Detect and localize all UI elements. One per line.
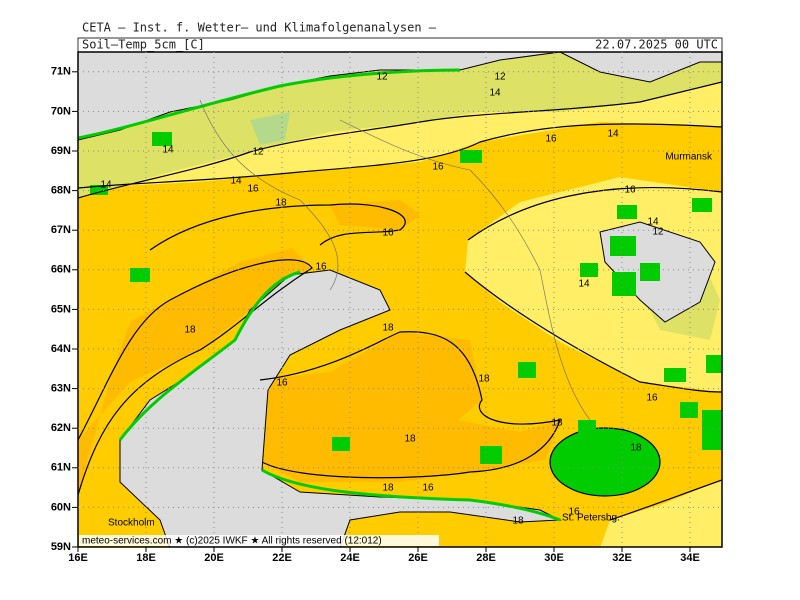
contour-label: 12 — [252, 147, 264, 158]
lon-label: 24E — [340, 552, 360, 564]
contour-label: 14 — [230, 176, 242, 187]
map-frame — [77, 51, 723, 548]
contour-label: 12 — [652, 227, 664, 238]
place-label: Murmansk — [665, 152, 713, 163]
lon-label: 16E — [68, 552, 88, 564]
contour-label: 18 — [404, 434, 416, 445]
footer-credit: meteo-services.com ★ (c)2025 IWKF ★ All … — [82, 536, 382, 547]
lat-label: 70N — [51, 105, 71, 117]
lon-label: 30E — [544, 552, 564, 564]
contour-label: 18 — [382, 483, 394, 494]
variable-label: Soil—Temp_5cm_[C] — [82, 38, 205, 52]
lat-label: 68N — [51, 185, 71, 197]
map-field — [78, 52, 722, 547]
contour-label: 18 — [478, 374, 490, 385]
lat-label: 60N — [51, 501, 71, 513]
contour-label: 12 — [376, 72, 388, 83]
lat-label: 65N — [51, 303, 71, 315]
lat-label: 62N — [51, 422, 71, 434]
contour-label: 14 — [607, 129, 619, 140]
contour-label: 16 — [247, 184, 259, 195]
lon-label: 32E — [612, 552, 632, 564]
contour-label: 16 — [382, 228, 394, 239]
place-label: St. Petersbg. — [562, 513, 620, 524]
contour-label: 18 — [275, 198, 287, 209]
lon-label: 20E — [204, 552, 224, 564]
lat-label: 66N — [51, 264, 71, 276]
lat-label: 59N — [51, 541, 71, 553]
contour-label: 18 — [382, 323, 394, 334]
contour-label: 18 — [184, 325, 196, 336]
lat-label: 71N — [51, 66, 71, 78]
contour-label: 18 — [630, 443, 642, 454]
lon-label: 22E — [272, 552, 292, 564]
lat-label: 64N — [51, 343, 71, 355]
contour-label: 12 — [494, 72, 506, 83]
lat-label: 63N — [51, 383, 71, 395]
source-title: CETA — Inst. f. Wetter— und Klimafolgena… — [82, 21, 437, 35]
footer-bar — [79, 535, 439, 546]
contour-label: 14 — [162, 145, 174, 156]
contour-label: 16 — [624, 185, 636, 196]
contour-label: 16 — [315, 262, 327, 273]
contour-label: 16 — [276, 378, 288, 389]
lat-label: 67N — [51, 224, 71, 236]
contour-label: 16 — [422, 483, 434, 494]
contour-label: 16 — [432, 162, 444, 173]
valid-time: 22.07.2025 00 UTC — [595, 38, 718, 52]
lat-label: 69N — [51, 145, 71, 157]
contour-label: 14 — [100, 180, 112, 191]
lon-label: 28E — [476, 552, 496, 564]
lon-label: 26E — [408, 552, 428, 564]
place-label: Stockholm — [108, 518, 155, 529]
contour-label: 18 — [551, 418, 563, 429]
contour-label: 14 — [489, 88, 501, 99]
contour-label: 14 — [647, 217, 659, 228]
contour-label: 16 — [568, 507, 580, 518]
lon-label: 18E — [136, 552, 156, 564]
lat-label: 61N — [51, 462, 71, 474]
contour-label: 16 — [646, 393, 658, 404]
contour-label: 14 — [578, 279, 590, 290]
lon-label: 34E — [680, 552, 700, 564]
contour-label: 16 — [545, 134, 557, 145]
contour-label: 18 — [512, 516, 524, 527]
